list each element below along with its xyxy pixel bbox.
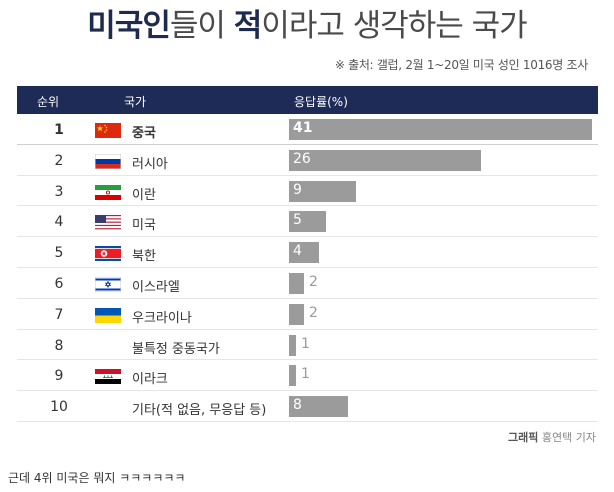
north-korea-flag-icon <box>95 246 121 262</box>
rank-label: 5 <box>54 245 64 262</box>
rank-label: 9 <box>54 368 64 385</box>
chart-row: 2 러시아 26 <box>17 145 598 176</box>
rank-label: 1 <box>54 122 64 138</box>
israel-flag-icon <box>95 276 121 292</box>
bar <box>289 211 326 233</box>
iraq-flag-icon <box>95 369 121 385</box>
country-label: 북한 <box>132 249 156 265</box>
rank-label: 6 <box>54 275 64 292</box>
credit-name: 홍연택 기자 <box>541 431 596 444</box>
source-note: ※ 출처: 갤럽, 2월 1~20일 미국 성인 1016명 조사 <box>334 58 588 72</box>
country-label: 이스라엘 <box>132 279 180 295</box>
country-label: 러시아 <box>132 156 168 172</box>
title-highlight-enemy: 적 <box>233 8 263 44</box>
title-part-1: 들이 <box>169 8 234 44</box>
rank-label: 7 <box>54 306 64 323</box>
chart-row: 8 불특정 중동국가 1 <box>17 330 598 361</box>
chart-row: 3 이란 9 <box>17 176 598 207</box>
ukraine-flag-icon <box>95 307 121 323</box>
country-label: 중국 <box>132 126 156 141</box>
bar <box>289 396 348 418</box>
table-header: 순위 국가 응답률(%) <box>17 86 598 114</box>
rank-label: 2 <box>54 152 64 169</box>
iran-flag-icon <box>95 184 121 200</box>
bar <box>289 149 481 171</box>
bar <box>289 119 592 140</box>
rank-label: 4 <box>54 214 64 231</box>
chart-row: 1 중국 41 <box>17 114 598 145</box>
chart-row: 10 기타(적 없음, 무응답 등) 8 <box>17 391 598 422</box>
bar <box>289 242 319 264</box>
header-country: 국가 <box>124 95 147 109</box>
credit-label: 그래픽 <box>508 431 539 444</box>
graphic-credit: 그래픽 홍연택 기자 <box>508 429 596 445</box>
country-label: 이라크 <box>132 372 168 388</box>
bar <box>289 180 356 202</box>
chart-title: 미국인들이 적이라고 생각하는 국가 <box>0 6 614 46</box>
value-label: 1 <box>301 366 310 383</box>
country-label: 이란 <box>132 187 156 203</box>
rank-label: 10 <box>50 399 68 416</box>
header-rank: 순위 <box>37 95 60 109</box>
value-label: 9 <box>293 181 302 198</box>
bar <box>289 365 296 387</box>
country-label: 불특정 중동국가 <box>132 341 220 357</box>
header-response: 응답률(%) <box>294 95 348 109</box>
chart-row: 4 미국 5 <box>17 206 598 238</box>
value-label: 5 <box>293 212 302 229</box>
value-label: 41 <box>293 120 313 136</box>
value-label: 26 <box>293 150 311 167</box>
title-highlight-americans: 미국인 <box>87 8 171 44</box>
chart-rows: 1 중국 41 2 러시아 26 3 이란 9 4 미국 5 5 북한 4 6 이스라엘 2 7 우크라이나 2 8 불특정… <box>17 114 598 422</box>
value-label: 2 <box>309 304 318 321</box>
value-label: 8 <box>293 397 302 414</box>
country-label: 기타(적 없음, 무응답 등) <box>132 403 267 419</box>
usa-flag-icon <box>95 215 121 237</box>
china-flag-icon <box>95 123 121 138</box>
chart-row: 5 북한 4 <box>17 237 598 268</box>
post-comment: 근데 4위 미국은 뭐지 ㅋㅋㅋㅋㅋㅋ <box>8 471 186 485</box>
country-label: 미국 <box>132 218 156 234</box>
chart-row: 7 우크라이나 2 <box>17 299 598 330</box>
rank-label: 8 <box>54 337 64 354</box>
rank-label: 3 <box>54 183 64 200</box>
title-part-2: 이라고 생각하는 국가 <box>261 8 527 44</box>
bar <box>289 303 304 325</box>
chart-row: 9 이라크 1 <box>17 360 598 392</box>
value-label: 2 <box>309 273 318 290</box>
bar <box>289 334 296 356</box>
chart-row: 6 이스라엘 2 <box>17 268 598 299</box>
value-label: 4 <box>293 243 302 260</box>
russia-flag-icon <box>95 153 121 169</box>
value-label: 1 <box>301 335 310 352</box>
country-label: 우크라이나 <box>132 310 192 326</box>
bar <box>289 272 304 294</box>
